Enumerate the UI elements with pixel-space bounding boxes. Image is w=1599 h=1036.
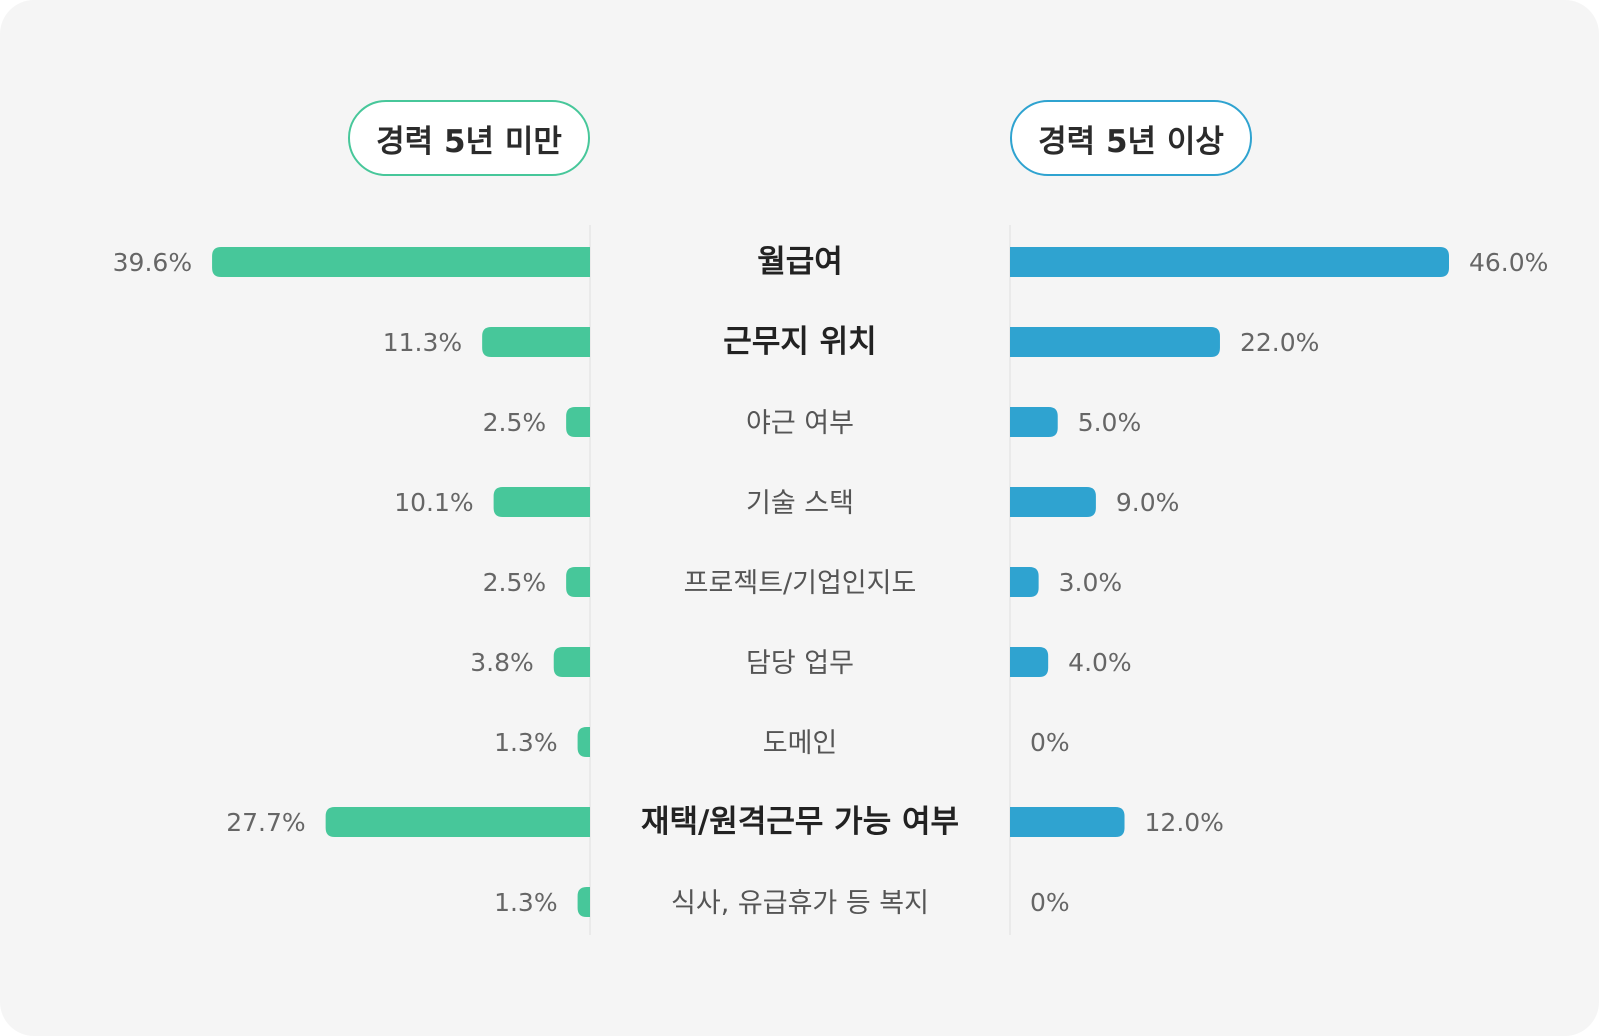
category-label: 야근 여부 <box>746 408 854 439</box>
value-label-under-5-years: 1.3% <box>494 728 558 757</box>
value-label-over-5-years: 9.0% <box>1116 488 1180 517</box>
category-label: 식사, 유급휴가 등 복지 <box>671 888 929 919</box>
value-label-under-5-years: 27.7% <box>226 808 305 837</box>
value-label-under-5-years: 10.1% <box>394 488 473 517</box>
value-label-under-5-years: 1.3% <box>494 888 558 917</box>
bar-under-5-years <box>566 407 590 437</box>
bar-over-5-years <box>1010 487 1096 517</box>
value-label-over-5-years: 0% <box>1030 728 1070 757</box>
bar-over-5-years <box>1010 647 1049 677</box>
series-label-over-5-years: 경력 5년 이상 <box>1010 100 1252 176</box>
category-label: 근무지 위치 <box>723 324 876 360</box>
value-label-over-5-years: 12.0% <box>1145 808 1224 837</box>
category-label: 담당 업무 <box>746 648 854 679</box>
bar-under-5-years <box>493 487 590 517</box>
value-label-over-5-years: 0% <box>1030 888 1070 917</box>
value-label-under-5-years: 11.3% <box>383 328 462 357</box>
value-label-over-5-years: 3.0% <box>1059 568 1123 597</box>
value-label-over-5-years: 5.0% <box>1078 408 1142 437</box>
bar-over-5-years <box>1010 327 1220 357</box>
value-label-over-5-years: 46.0% <box>1469 248 1548 277</box>
bar-over-5-years <box>1010 247 1449 277</box>
bar-under-5-years <box>577 887 590 917</box>
category-label: 도메인 <box>763 728 838 759</box>
bar-over-5-years <box>1010 407 1058 437</box>
value-label-under-5-years: 39.6% <box>113 248 192 277</box>
value-label-over-5-years: 22.0% <box>1240 328 1319 357</box>
bar-under-5-years <box>553 647 590 677</box>
category-label: 재택/원격근무 가능 여부 <box>641 804 959 840</box>
value-label-under-5-years: 2.5% <box>483 408 547 437</box>
category-label: 프로젝트/기업인지도 <box>684 568 917 599</box>
series-label-under-5-years: 경력 5년 미만 <box>348 100 590 176</box>
value-label-under-5-years: 3.8% <box>470 648 534 677</box>
bar-under-5-years <box>566 567 590 597</box>
category-label: 기술 스택 <box>746 488 854 519</box>
value-label-under-5-years: 2.5% <box>483 568 547 597</box>
bar-over-5-years <box>1010 807 1125 837</box>
value-label-over-5-years: 4.0% <box>1068 648 1132 677</box>
bar-over-5-years <box>1010 567 1039 597</box>
bar-under-5-years <box>325 807 590 837</box>
bar-under-5-years <box>212 247 591 277</box>
bar-under-5-years <box>482 327 590 357</box>
bar-under-5-years <box>577 727 590 757</box>
category-label: 월급여 <box>757 244 843 280</box>
